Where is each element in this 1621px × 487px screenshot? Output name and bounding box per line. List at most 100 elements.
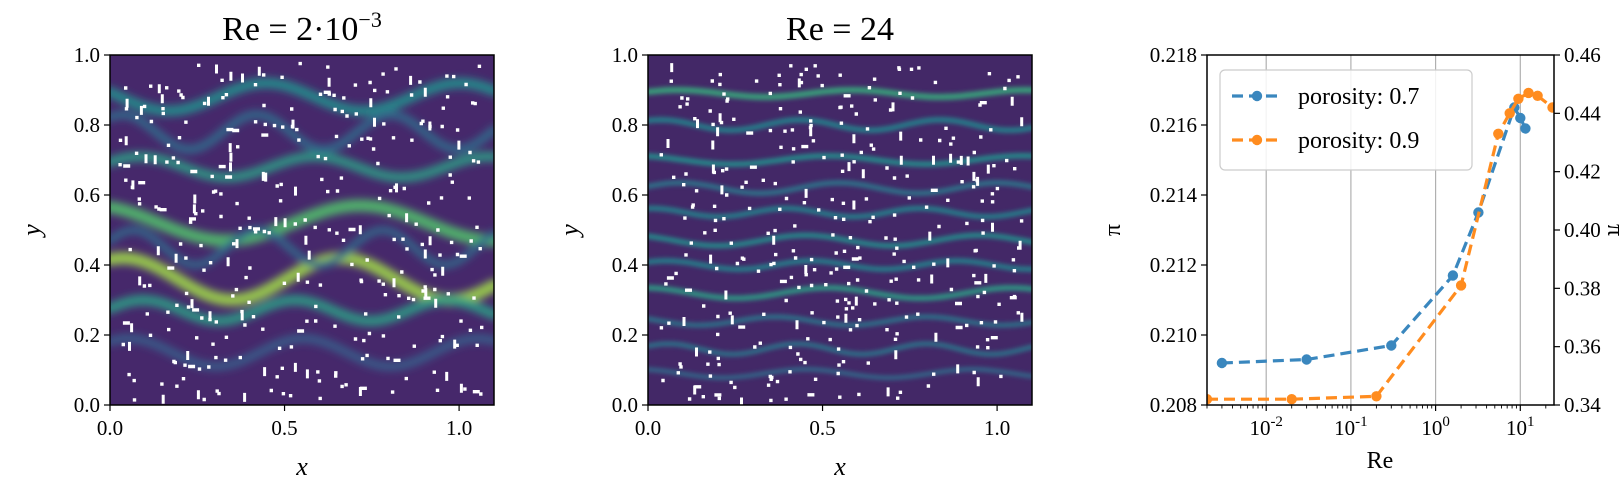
panel-a-obstacle-grains xyxy=(118,61,484,404)
panel-b-ytick-label: 0.8 xyxy=(612,113,638,137)
panel-c-legend: porosity: 0.7 porosity: 0.9 xyxy=(1219,69,1473,171)
panel-a-frame xyxy=(109,54,495,406)
panel-c-series xyxy=(1207,87,1554,405)
panel-b-xtick-label: 0.5 xyxy=(809,416,835,440)
panel-c-series-1-point xyxy=(1523,87,1534,99)
panel-c-ytick-left-label: 0.208 xyxy=(1150,393,1197,417)
panel-b-channel-6 xyxy=(648,258,1032,272)
panel-a-xtick-label: 0.5 xyxy=(271,416,297,440)
panel-c-ytick-right-label: 0.36 xyxy=(1564,335,1601,359)
panel-a-xtick-label: 0.0 xyxy=(97,416,123,440)
panel-c-series-0-point xyxy=(1515,112,1526,124)
legend-marker-1 xyxy=(1251,134,1263,146)
panel-a-title: Re = 2·10−3 xyxy=(222,7,382,48)
panel-b-plot-area xyxy=(648,55,1032,405)
panel-b-ytick-label: 0.0 xyxy=(612,393,638,417)
panel-c-series-0-point xyxy=(1520,123,1531,134)
panel-a-title-exponent: −3 xyxy=(358,7,381,32)
panel-a-channel-5 xyxy=(110,110,494,154)
panel-a-channel-4 xyxy=(110,77,494,117)
panel-a-channel-2 xyxy=(110,199,494,247)
panel-b-title: Re = 24 xyxy=(786,11,894,48)
panel-a-xtick-label: 1.0 xyxy=(446,416,472,440)
panel-b-channel-4 xyxy=(648,205,1032,220)
panel-c-series-1-point xyxy=(1504,108,1515,119)
panel-b-channel-8 xyxy=(648,314,1032,328)
panel-c-ytick-right-label: 0.40 xyxy=(1564,218,1601,242)
panel-c-series-1-point xyxy=(1513,93,1524,105)
panel-c-series-1-line xyxy=(1207,91,1554,401)
panel-c-ytick-right-label: 0.46 xyxy=(1564,43,1601,67)
panel-c-ytick-left-label: 0.218 xyxy=(1150,43,1197,67)
panel-c-ytick-left-label: 0.216 xyxy=(1150,113,1197,137)
panel-b-channel-7 xyxy=(648,285,1032,301)
panel-b-channel-0 xyxy=(648,86,1032,101)
panel-b-ytick-label: 1.0 xyxy=(612,43,638,67)
panel-b-xtick-label: 1.0 xyxy=(984,416,1010,440)
panel-c-series-1-point xyxy=(1532,90,1543,102)
panel-c-ytick-right-label: 0.34 xyxy=(1564,393,1601,417)
panel-b-ytick-label: 0.4 xyxy=(612,253,639,277)
panel-a-channel-3 xyxy=(110,294,494,327)
panel-a-ticks: 0.0 0.5 1.0 0.0 0.2 0.4 0.6 0.8 1.0 xyxy=(74,43,472,440)
panel-b-xtick-label: 0.0 xyxy=(635,416,661,440)
panel-c-series-1-point xyxy=(1547,102,1554,113)
panel-c-ylabel-left: π xyxy=(1100,224,1126,236)
panel-a-ylabel: y xyxy=(17,224,46,239)
panel-c-series-1-point xyxy=(1286,394,1297,405)
panel-a-plot-area xyxy=(110,55,494,405)
panel-b-flow-field xyxy=(648,86,1032,380)
panel-b-background xyxy=(648,55,1032,405)
panel-c-series-0-point xyxy=(1447,270,1459,281)
panel-heatmap-high-re: Re = 24 0.0 0.5 1.0 0.0 0.2 0.4 0.6 0.8 1.0 x y xyxy=(555,11,1033,481)
panel-c-xtick-label: 101 xyxy=(1506,414,1535,440)
legend-label-0: porosity: 0.7 xyxy=(1298,84,1419,110)
panel-c-series-0-point xyxy=(1386,340,1397,351)
panel-c-series-1-point xyxy=(1371,391,1382,402)
panel-a-ytick-label: 0.0 xyxy=(74,393,100,417)
panel-c-xtick-label: 10-1 xyxy=(1334,414,1368,440)
panel-c-ytick-left-label: 0.212 xyxy=(1150,253,1197,277)
panel-c-series-0-point xyxy=(1301,354,1312,365)
panel-a-channel-0 xyxy=(110,151,494,183)
panel-a-channel-6 xyxy=(110,334,494,371)
panel-c-ytick-left-label: 0.214 xyxy=(1150,183,1198,207)
panel-c-series-1-point xyxy=(1455,280,1467,291)
panel-c-ylabel-right: π xyxy=(1602,224,1621,236)
panel-c-series-0-point xyxy=(1216,357,1228,369)
panel-b-ytick-label: 0.6 xyxy=(612,183,638,207)
panel-a-ytick-label: 0.4 xyxy=(74,253,101,277)
legend-box xyxy=(1219,69,1473,171)
panel-c-ytick-right-label: 0.38 xyxy=(1564,276,1601,300)
panel-b-frame xyxy=(647,54,1033,406)
panel-b-channel-3 xyxy=(648,180,1032,196)
panel-c-xtick-label: 10-2 xyxy=(1249,414,1283,440)
panel-b-ytick-label: 0.2 xyxy=(612,323,638,347)
legend-marker-0 xyxy=(1251,90,1263,102)
panel-b-ylabel: y xyxy=(555,224,584,239)
panel-b-channel-1 xyxy=(648,116,1032,134)
panel-b-channel-9 xyxy=(648,341,1032,357)
panel-c-series-1-point xyxy=(1207,394,1213,405)
panel-b-xlabel: x xyxy=(833,452,846,481)
panel-a-xlabel: x xyxy=(295,452,308,481)
legend-label-1: porosity: 0.9 xyxy=(1298,128,1419,154)
panel-c-ytick-right-label: 0.42 xyxy=(1564,160,1601,184)
panel-c-series-1-point xyxy=(1493,128,1504,139)
panel-a-ytick-label: 0.8 xyxy=(74,113,100,137)
panel-c-ytick-right-label: 0.44 xyxy=(1564,101,1601,125)
panel-heatmap-low-re: Re = 2·10−3 0.0 0.5 1.00.00.20.40.60.81.0 … xyxy=(17,7,495,481)
panel-a-ytick-label: 1.0 xyxy=(74,43,100,67)
panel-a-channel-7 xyxy=(110,226,494,269)
panel-line-chart: 10-2 10-1 100 101 0.208 0.210 0.212 0.214 0.216 0… xyxy=(1100,43,1621,474)
panel-b-ticks: 0.0 0.5 1.0 0.0 0.2 0.4 0.6 0.8 1.0 xyxy=(612,43,1010,440)
panel-c-ytick-left-label: 0.210 xyxy=(1150,323,1197,347)
panel-a-flow-field xyxy=(110,77,494,371)
panel-c-xtick-label: 100 xyxy=(1421,414,1450,440)
panel-a-ytick-label: 0.6 xyxy=(74,183,100,207)
panel-c-ticks: 10-2 10-1 100 101 0.208 0.210 0.212 0.214 0.216 0… xyxy=(1150,43,1602,440)
panel-a-obstacles xyxy=(118,61,484,404)
panel-a-ytick-label: 0.2 xyxy=(74,323,100,347)
panel-b-channel-5 xyxy=(648,232,1032,249)
